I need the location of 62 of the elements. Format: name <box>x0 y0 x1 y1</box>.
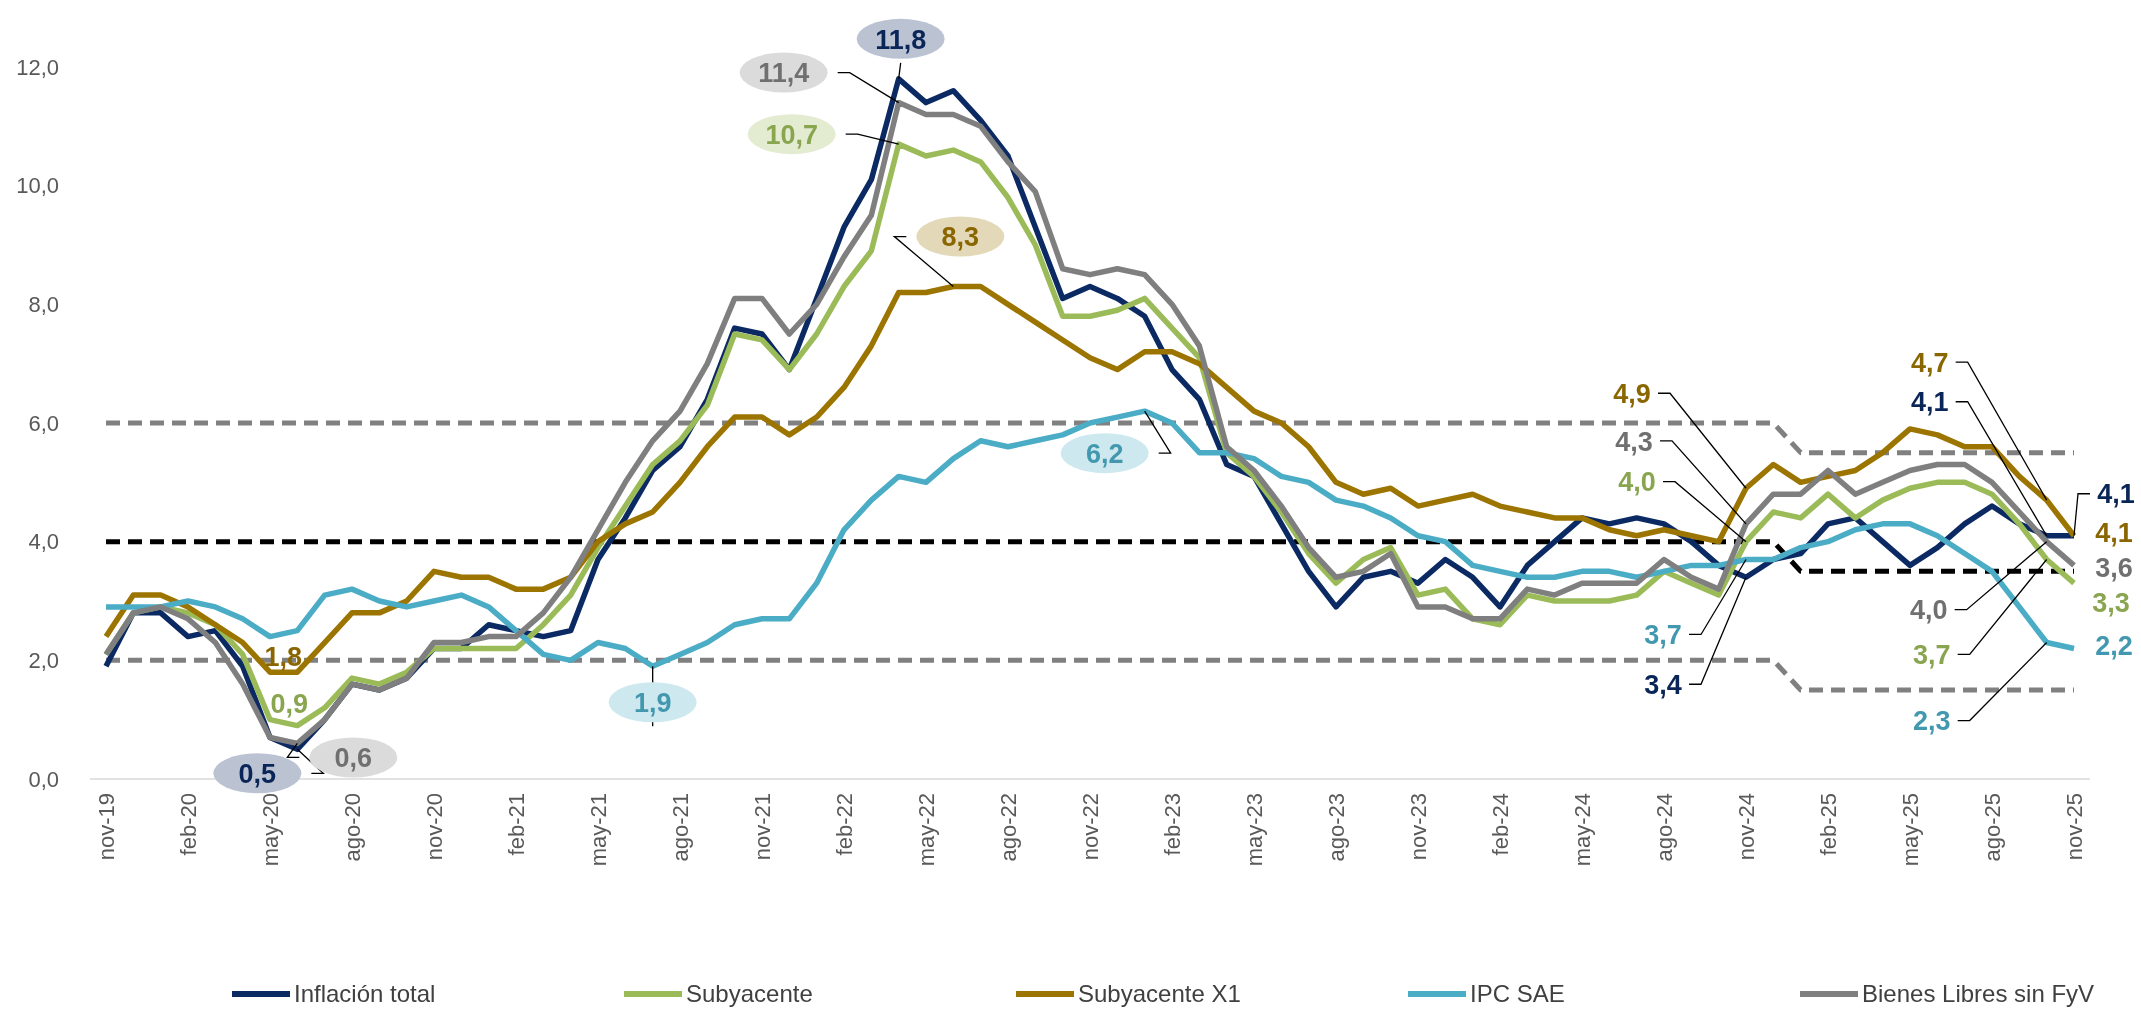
data-label: 11,4 <box>758 58 810 89</box>
data-label: 3,7 <box>1912 640 1951 671</box>
data-label: 8,3 <box>941 222 980 253</box>
data-label: 3,4 <box>1644 669 1682 700</box>
x-tick-label: may-23 <box>1242 793 1268 867</box>
data-label: 0,6 <box>334 743 373 774</box>
data-label: 11,8 <box>875 24 927 55</box>
x-tick-label: may-20 <box>258 793 284 867</box>
x-tick-label: feb-25 <box>1816 793 1842 856</box>
data-label: 0,5 <box>238 759 277 790</box>
data-label: 3,6 <box>2095 553 2133 584</box>
y-tick-label: 4,0 <box>28 529 59 555</box>
data-label: 4,3 <box>1615 426 1653 457</box>
data-label: 4,1 <box>2095 518 2133 549</box>
x-tick-label: nov-23 <box>1406 793 1432 861</box>
data-label: 3,3 <box>2092 587 2130 618</box>
x-tick-label: may-21 <box>586 793 612 867</box>
y-tick-label: 12,0 <box>16 54 59 80</box>
data-label: 1,9 <box>633 687 672 718</box>
data-label: 4,0 <box>1909 595 1948 626</box>
x-tick-label: may-22 <box>914 793 940 867</box>
data-label: 4,0 <box>1618 467 1656 498</box>
x-tick-label: ago-25 <box>1980 793 2006 862</box>
x-tick-label: nov-21 <box>750 793 776 861</box>
legend-label: Subyacente <box>686 980 813 1008</box>
x-tick-label: nov-19 <box>94 793 120 861</box>
data-label: 10,7 <box>765 119 818 150</box>
data-label: 4,1 <box>2097 479 2135 510</box>
data-label: 6,2 <box>1085 438 1124 469</box>
y-tick-label: 2,0 <box>28 647 59 673</box>
x-tick-label: ago-22 <box>996 793 1022 862</box>
x-tick-label: feb-21 <box>504 793 530 856</box>
x-tick-label: feb-23 <box>1160 793 1186 856</box>
x-tick-label: nov-20 <box>422 793 448 861</box>
x-tick-label: nov-24 <box>1734 793 1760 861</box>
data-label: 0,9 <box>270 689 309 720</box>
x-tick-label: nov-22 <box>1078 793 1104 861</box>
data-label: 2,3 <box>1912 706 1951 737</box>
x-tick-label: may-24 <box>1570 793 1596 867</box>
data-label: 3,7 <box>1644 620 1682 651</box>
data-label: 4,1 <box>1910 387 1949 418</box>
x-tick-label: feb-24 <box>1488 793 1514 856</box>
x-tick-label: ago-20 <box>340 793 366 862</box>
y-tick-label: 6,0 <box>28 410 59 436</box>
data-label: 1,8 <box>264 641 303 672</box>
x-tick-label: ago-24 <box>1652 793 1678 862</box>
x-tick-label: feb-22 <box>832 793 858 856</box>
x-tick-label: ago-23 <box>1324 793 1350 862</box>
y-tick-label: 10,0 <box>16 173 59 199</box>
legend-label: IPC SAE <box>1470 980 1565 1008</box>
x-tick-label: feb-20 <box>176 793 202 856</box>
legend-label: Bienes Libres sin FyV <box>1862 980 2095 1008</box>
x-tick-label: nov-25 <box>2062 793 2088 861</box>
y-tick-label: 0,0 <box>28 766 59 792</box>
legend-label: Inflación total <box>294 980 436 1008</box>
y-tick-label: 8,0 <box>28 291 59 317</box>
data-label: 4,9 <box>1613 378 1651 409</box>
data-label: 2,2 <box>2095 631 2133 662</box>
x-tick-label: may-25 <box>1898 793 1924 867</box>
data-label: 4,7 <box>1910 347 1949 378</box>
legend-label: Subyacente X1 <box>1078 980 1241 1008</box>
x-tick-label: ago-21 <box>668 793 694 862</box>
